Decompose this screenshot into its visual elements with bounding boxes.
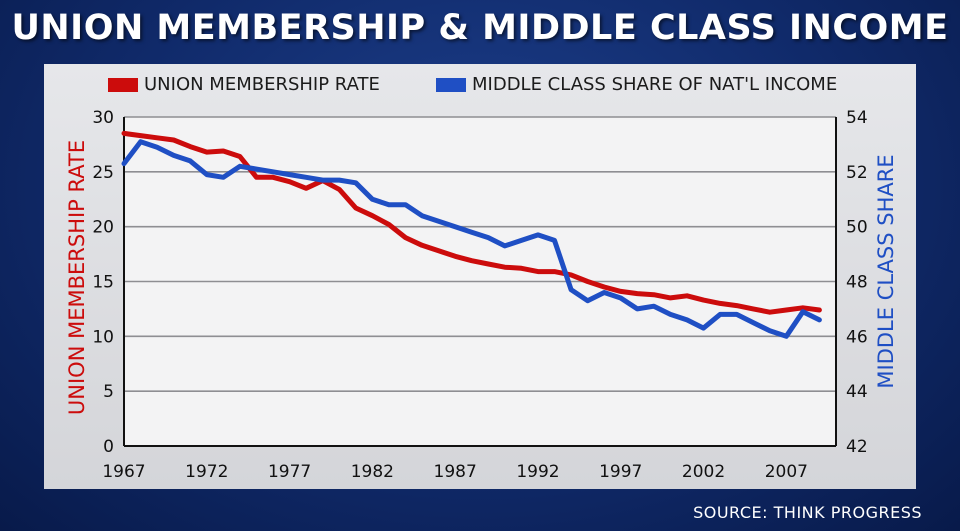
x-tick-label: 1987 [434,462,477,482]
y-left-tick-label: 20 [92,218,114,238]
y-left-tick-label: 30 [92,108,114,128]
x-tick-label: 1992 [516,462,559,482]
x-tick-label: 1967 [102,462,145,482]
legend-swatch-middle-class [436,77,466,92]
x-tick-label: 1972 [185,462,228,482]
x-tick-label: 2007 [765,462,808,482]
y-left-tick-label: 10 [92,327,114,347]
y-right-tick-label: 46 [846,327,868,347]
y-right-tick-label: 50 [846,218,868,238]
source-note: SOURCE: THINK PROGRESS [693,503,922,522]
y-left-tick-label: 25 [92,163,114,183]
y-right-tick-label: 42 [846,437,868,457]
x-tick-label: 1982 [351,462,394,482]
y-left-tick-label: 0 [103,437,114,457]
chart-title: UNION MEMBERSHIP & MIDDLE CLASS INCOME [11,8,949,48]
y-left-tick-label: 15 [92,273,114,293]
legend-item-union: UNION MEMBERSHIP RATE [108,74,380,95]
y-left-tick-label: 5 [103,382,114,402]
y-right-tick-label: 54 [846,108,868,128]
y-right-tick-label: 44 [846,382,868,402]
x-tick-label: 2002 [682,462,725,482]
series-line-union-membership [121,130,822,315]
y-left-axis-title: UNION MEMBERSHIP RATE [65,140,89,415]
x-tick-label: 1977 [268,462,311,482]
legend-label-middle-class: MIDDLE CLASS SHARE OF NAT'L INCOME [472,74,838,95]
legend: UNION MEMBERSHIP RATE MIDDLE CLASS SHARE… [0,74,960,98]
x-tick-label: 1997 [599,462,642,482]
y-right-tick-label: 52 [846,163,868,183]
legend-item-middle-class: MIDDLE CLASS SHARE OF NAT'L INCOME [436,74,837,95]
y-right-tick-label: 48 [846,273,868,293]
legend-label-union: UNION MEMBERSHIP RATE [144,74,380,95]
y-right-axis-title: MIDDLE CLASS SHARE [874,154,898,388]
series-line-middle-class-share [121,139,822,339]
legend-swatch-union [108,77,138,92]
